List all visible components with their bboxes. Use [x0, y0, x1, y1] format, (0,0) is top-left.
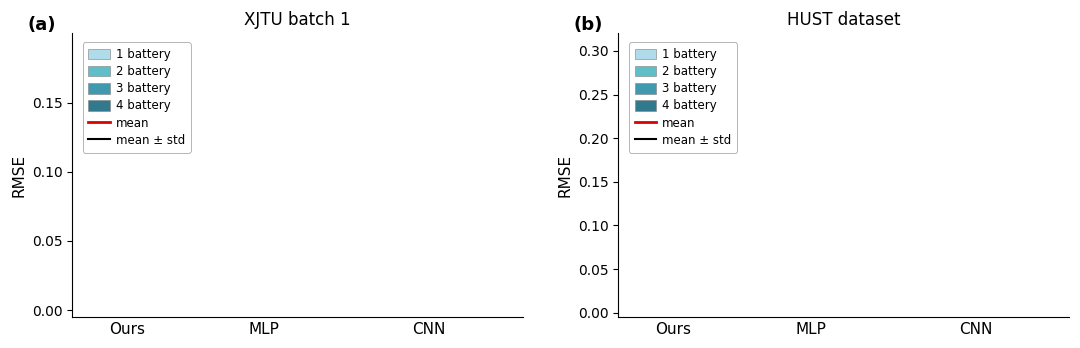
Y-axis label: RMSE: RMSE: [11, 154, 26, 197]
Legend: 1 battery, 2 battery, 3 battery, 4 battery, mean, mean ± std: 1 battery, 2 battery, 3 battery, 4 batte…: [629, 42, 737, 153]
Text: (b): (b): [573, 16, 603, 34]
Title: XJTU batch 1: XJTU batch 1: [244, 11, 351, 29]
Title: HUST dataset: HUST dataset: [787, 11, 901, 29]
Y-axis label: RMSE: RMSE: [557, 154, 572, 197]
Legend: 1 battery, 2 battery, 3 battery, 4 battery, mean, mean ± std: 1 battery, 2 battery, 3 battery, 4 batte…: [82, 42, 191, 153]
Text: (a): (a): [27, 16, 55, 34]
